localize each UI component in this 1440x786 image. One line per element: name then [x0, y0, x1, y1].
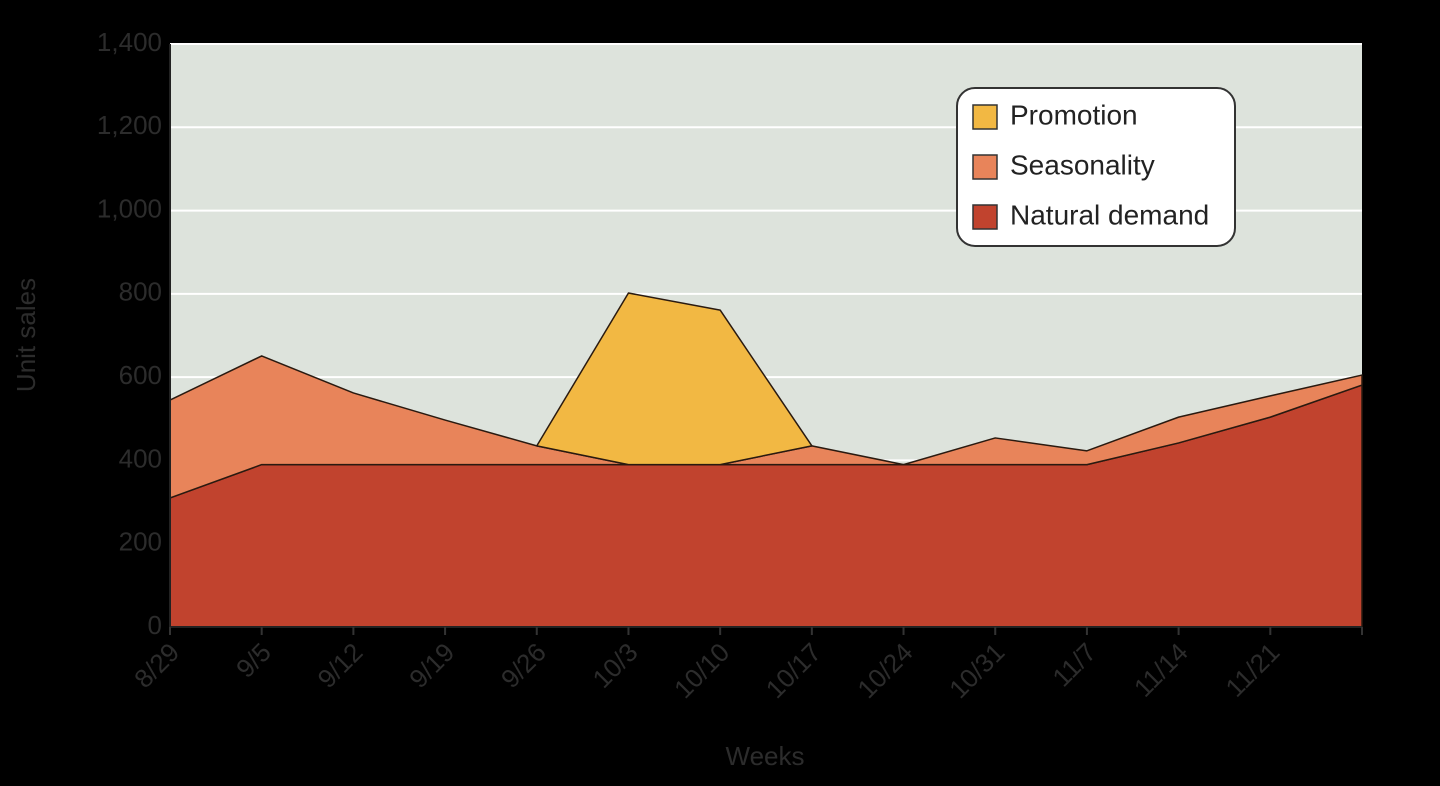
y-tick-label: 400 [119, 443, 162, 473]
y-tick-label: 800 [119, 277, 162, 307]
x-tick-label: 11/7 [1046, 637, 1102, 693]
y-tick-label: 1,200 [97, 110, 162, 140]
x-tick-label: 10/24 [851, 637, 918, 704]
x-tick-label: 8/29 [128, 637, 185, 694]
y-tick-label: 600 [119, 360, 162, 390]
legend-swatch [972, 154, 998, 180]
x-tick-label: 9/19 [403, 637, 460, 694]
y-tick-label: 1,400 [97, 27, 162, 57]
y-tick-label: 0 [148, 610, 162, 640]
legend-box [956, 87, 1236, 247]
x-tick-label: 10/17 [760, 637, 827, 704]
legend-label: Seasonality [1010, 149, 1155, 180]
x-tick-label: 9/26 [495, 637, 552, 694]
x-tick-label: 11/21 [1220, 637, 1286, 703]
legend-label: Natural demand [1010, 199, 1209, 230]
y-tick-label: 200 [119, 527, 162, 557]
legend-label: Promotion [1010, 99, 1138, 130]
x-tick-label: 11/14 [1128, 637, 1194, 703]
x-tick-label: 9/5 [230, 637, 277, 684]
x-tick-label: 10/10 [668, 637, 735, 704]
x-axis-title: Weeks [726, 741, 805, 771]
x-tick-label: 9/12 [311, 637, 368, 694]
legend-swatch [972, 204, 998, 230]
x-tick-label: 10/31 [943, 637, 1010, 704]
legend-swatch [972, 104, 998, 130]
y-axis-title: Unit sales [11, 278, 41, 392]
area [536, 292, 813, 466]
y-tick-label: 1,000 [97, 193, 162, 223]
x-tick-label: 10/3 [587, 637, 644, 694]
